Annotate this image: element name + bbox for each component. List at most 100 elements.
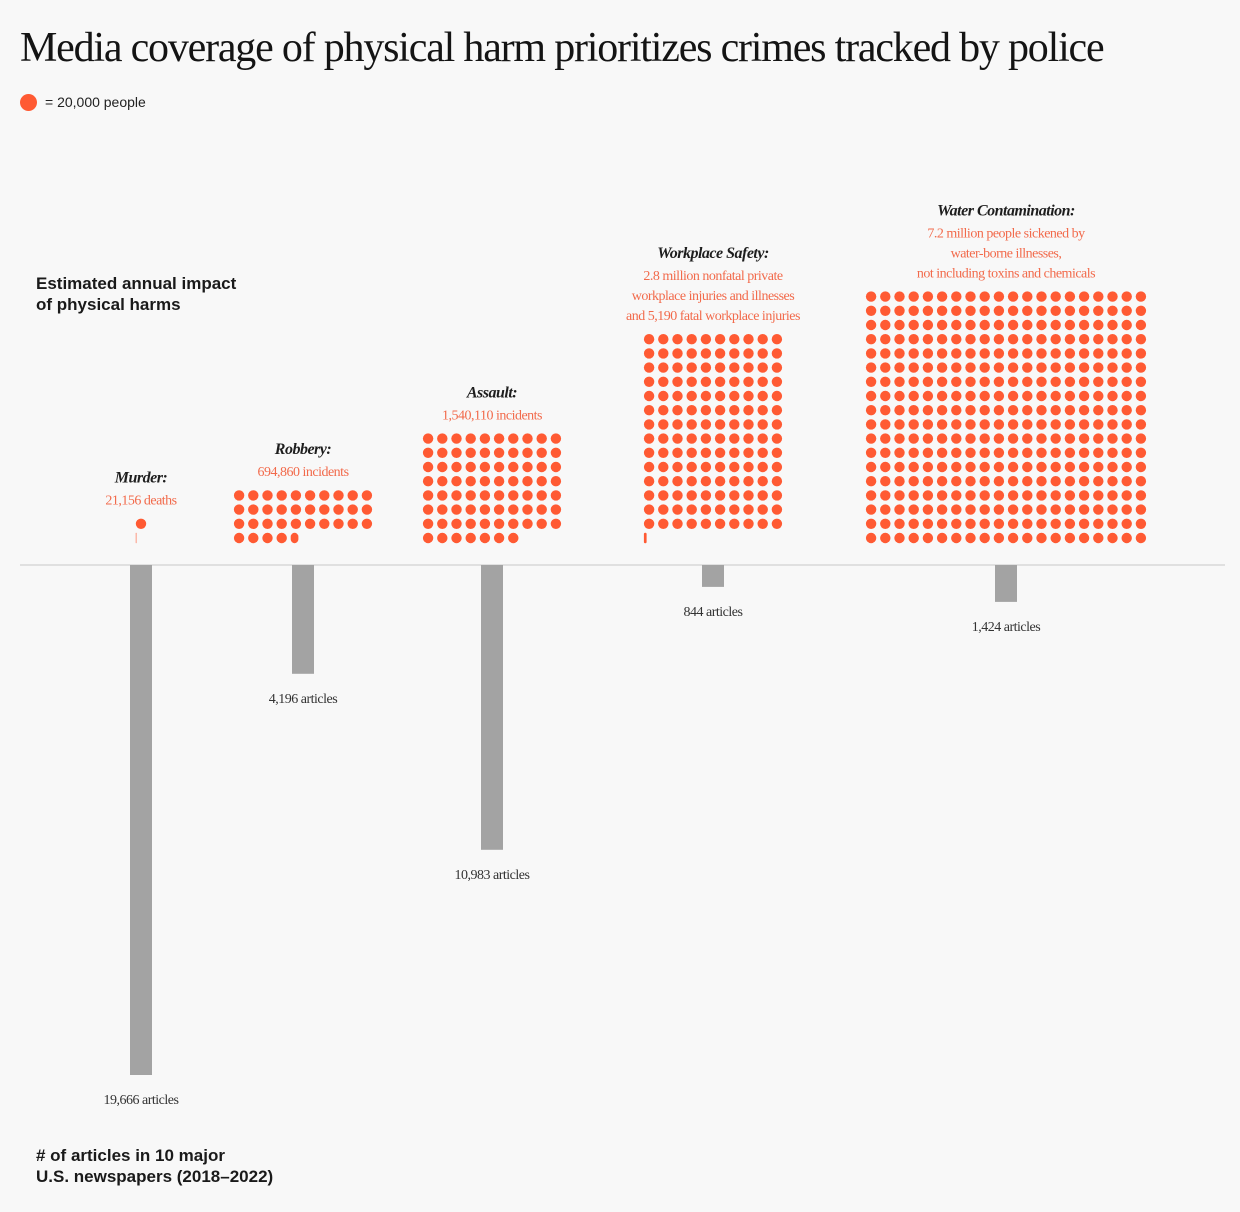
people-dot xyxy=(908,362,919,373)
people-dot xyxy=(451,461,462,473)
people-dot xyxy=(700,490,712,501)
people-dot xyxy=(1107,518,1118,529)
people-dot xyxy=(422,433,434,444)
people-dot xyxy=(1078,319,1090,331)
people-dot xyxy=(908,504,919,515)
people-dot xyxy=(1107,447,1118,458)
people-dot xyxy=(743,518,754,529)
people-dot xyxy=(658,362,669,373)
people-dot xyxy=(1050,490,1061,501)
people-dot xyxy=(522,490,533,501)
people-dot xyxy=(493,504,505,515)
people-dot xyxy=(536,518,547,529)
people-dot xyxy=(729,490,740,501)
people-dot xyxy=(922,291,934,302)
people-dot xyxy=(550,433,562,444)
people-dot xyxy=(1064,447,1076,458)
people-dot xyxy=(1007,518,1019,529)
people-dot xyxy=(908,405,919,416)
people-dot xyxy=(1093,490,1104,501)
category-label: Assault: xyxy=(466,384,517,401)
people-dot xyxy=(672,376,683,387)
legend: = 20,000 people xyxy=(20,92,146,112)
people-dot xyxy=(643,419,655,430)
people-dot xyxy=(700,405,712,416)
people-dot xyxy=(979,433,990,444)
people-dot xyxy=(1078,518,1090,529)
people-dot xyxy=(1007,362,1019,373)
people-dot xyxy=(1022,518,1033,529)
people-dot xyxy=(894,362,905,373)
people-dot xyxy=(1107,319,1118,331)
people-dot xyxy=(451,447,462,458)
people-dot xyxy=(522,504,533,515)
people-dot xyxy=(979,334,990,345)
people-dot xyxy=(951,390,962,402)
people-dot xyxy=(437,461,448,473)
people-dot xyxy=(672,405,683,416)
people-dot xyxy=(1050,433,1061,444)
people-dot xyxy=(922,305,934,316)
people-dot xyxy=(1135,504,1147,515)
people-dot xyxy=(729,376,740,387)
people-dot xyxy=(757,476,768,487)
people-dot xyxy=(672,504,683,515)
category-description: 694,860 incidents xyxy=(257,465,348,480)
people-dot xyxy=(729,504,740,515)
impact-label-line: Estimated annual impact xyxy=(36,274,237,293)
category-description: water-borne illnesses, xyxy=(951,246,1062,261)
people-dot xyxy=(865,461,877,473)
people-dot xyxy=(1064,518,1076,529)
people-dot xyxy=(493,532,505,544)
category-description: 7.2 million people sickened by xyxy=(927,226,1085,241)
people-dot xyxy=(643,518,655,529)
people-dot xyxy=(1135,461,1147,473)
people-dot xyxy=(1093,518,1104,529)
people-dot xyxy=(1078,532,1090,544)
people-dot xyxy=(714,334,726,345)
people-dot xyxy=(922,433,934,444)
people-dot xyxy=(1050,518,1061,529)
people-dot xyxy=(714,405,726,416)
people-dot xyxy=(965,532,976,544)
people-dot xyxy=(233,532,245,544)
people-dot xyxy=(936,362,948,373)
people-dot xyxy=(1078,376,1090,387)
people-dot xyxy=(643,376,655,387)
people-dot xyxy=(508,518,519,529)
people-dot xyxy=(1064,476,1076,487)
people-dot xyxy=(1022,419,1033,430)
people-dot xyxy=(729,362,740,373)
people-dot xyxy=(908,376,919,387)
people-dot xyxy=(1135,291,1147,302)
people-dot xyxy=(1107,376,1118,387)
people-dot xyxy=(979,390,990,402)
people-dot xyxy=(536,476,547,487)
people-dot xyxy=(1022,334,1033,345)
people-dot xyxy=(1050,419,1061,430)
people-dot xyxy=(1036,291,1047,302)
people-dot xyxy=(319,504,330,515)
people-dot xyxy=(1121,476,1132,487)
people-dot xyxy=(979,319,990,331)
people-dot xyxy=(965,348,976,359)
people-dot xyxy=(536,490,547,501)
category-description: 2.8 million nonfatal private xyxy=(643,269,782,284)
people-dot xyxy=(880,390,891,402)
people-dot xyxy=(894,433,905,444)
article-bar xyxy=(702,565,724,587)
people-dot xyxy=(1093,348,1104,359)
people-dot xyxy=(729,518,740,529)
people-dot xyxy=(1107,390,1118,402)
people-dot-partial xyxy=(290,532,299,544)
people-dot xyxy=(894,319,905,331)
category-label: Workplace Safety: xyxy=(657,245,769,262)
people-dot xyxy=(1050,319,1061,331)
people-dot xyxy=(714,504,726,515)
people-dot xyxy=(1064,319,1076,331)
people-dot xyxy=(865,532,877,544)
people-dot xyxy=(865,319,877,331)
people-dot xyxy=(880,490,891,501)
people-dot xyxy=(1064,376,1076,387)
people-dot xyxy=(1022,348,1033,359)
